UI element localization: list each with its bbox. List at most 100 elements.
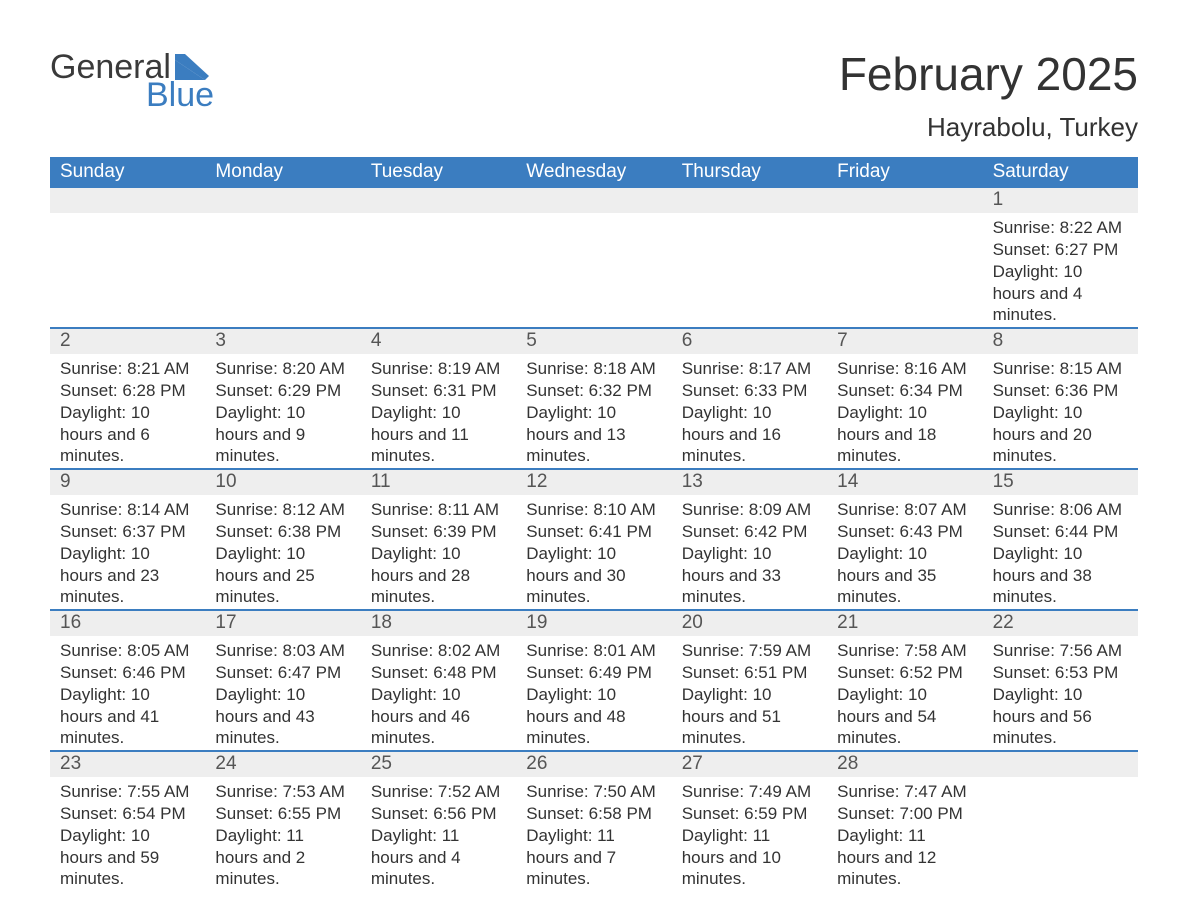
day-number: 11: [361, 470, 516, 495]
day-content: Sunrise: 8:20 AMSunset: 6:29 PMDaylight:…: [205, 354, 360, 468]
day-content: Sunrise: 8:16 AMSunset: 6:34 PMDaylight:…: [827, 354, 982, 468]
sunrise-text: Sunrise: 8:14 AM: [60, 499, 195, 521]
logo-text-blue: Blue: [146, 78, 214, 112]
day-content: Sunrise: 8:10 AMSunset: 6:41 PMDaylight:…: [516, 495, 671, 609]
day-content: Sunrise: 8:03 AMSunset: 6:47 PMDaylight:…: [205, 636, 360, 750]
daylight-text: Daylight: 10 hours and 16 minutes.: [682, 402, 817, 467]
sunrise-text: Sunrise: 7:58 AM: [837, 640, 972, 662]
day-number: [672, 188, 827, 213]
daylight-text: Daylight: 10 hours and 48 minutes.: [526, 684, 661, 749]
day-content: [50, 213, 205, 327]
day-content: Sunrise: 8:11 AMSunset: 6:39 PMDaylight:…: [361, 495, 516, 609]
day-number: 10: [205, 470, 360, 495]
sunset-text: Sunset: 6:42 PM: [682, 521, 817, 543]
daynum-row: 9101112131415: [50, 468, 1138, 495]
sunrise-text: Sunrise: 8:09 AM: [682, 499, 817, 521]
daylight-text: Daylight: 10 hours and 46 minutes.: [371, 684, 506, 749]
daylight-text: Daylight: 10 hours and 56 minutes.: [993, 684, 1128, 749]
day-number: 12: [516, 470, 671, 495]
day-number: 17: [205, 611, 360, 636]
sunrise-text: Sunrise: 8:11 AM: [371, 499, 506, 521]
sunset-text: Sunset: 6:28 PM: [60, 380, 195, 402]
daylight-text: Daylight: 10 hours and 6 minutes.: [60, 402, 195, 467]
sunset-text: Sunset: 6:56 PM: [371, 803, 506, 825]
day-content: Sunrise: 8:19 AMSunset: 6:31 PMDaylight:…: [361, 354, 516, 468]
daylight-text: Daylight: 10 hours and 28 minutes.: [371, 543, 506, 608]
day-number: 20: [672, 611, 827, 636]
day-content: [827, 213, 982, 327]
day-content: [983, 777, 1138, 891]
daylight-text: Daylight: 11 hours and 10 minutes.: [682, 825, 817, 890]
sunrise-text: Sunrise: 8:21 AM: [60, 358, 195, 380]
day-number: 6: [672, 329, 827, 354]
sunset-text: Sunset: 6:39 PM: [371, 521, 506, 543]
day-number: 8: [983, 329, 1138, 354]
sunrise-text: Sunrise: 8:22 AM: [993, 217, 1128, 239]
day-content: [516, 213, 671, 327]
daylight-text: Daylight: 10 hours and 4 minutes.: [993, 261, 1128, 326]
day-number: 9: [50, 470, 205, 495]
daylight-text: Daylight: 10 hours and 30 minutes.: [526, 543, 661, 608]
daylight-text: Daylight: 11 hours and 7 minutes.: [526, 825, 661, 890]
header: General Blue February 2025 Hayrabolu, Tu…: [50, 50, 1138, 143]
day-number: 21: [827, 611, 982, 636]
day-content: Sunrise: 8:15 AMSunset: 6:36 PMDaylight:…: [983, 354, 1138, 468]
daylight-text: Daylight: 10 hours and 23 minutes.: [60, 543, 195, 608]
day-number: 16: [50, 611, 205, 636]
sunrise-text: Sunrise: 7:55 AM: [60, 781, 195, 803]
dayname-mon: Monday: [205, 157, 360, 188]
daylight-text: Daylight: 10 hours and 41 minutes.: [60, 684, 195, 749]
sunrise-text: Sunrise: 7:53 AM: [215, 781, 350, 803]
day-number: [205, 188, 360, 213]
sunrise-text: Sunrise: 8:05 AM: [60, 640, 195, 662]
title-block: February 2025 Hayrabolu, Turkey: [839, 50, 1138, 143]
sunrise-text: Sunrise: 8:17 AM: [682, 358, 817, 380]
sunset-text: Sunset: 6:27 PM: [993, 239, 1128, 261]
daybody-row: Sunrise: 8:05 AMSunset: 6:46 PMDaylight:…: [50, 636, 1138, 750]
day-content: Sunrise: 8:07 AMSunset: 6:43 PMDaylight:…: [827, 495, 982, 609]
calendar-table: Sunday Monday Tuesday Wednesday Thursday…: [50, 157, 1138, 891]
daynum-row: 16171819202122: [50, 609, 1138, 636]
sunset-text: Sunset: 6:36 PM: [993, 380, 1128, 402]
day-number: 18: [361, 611, 516, 636]
daybody-row: Sunrise: 8:21 AMSunset: 6:28 PMDaylight:…: [50, 354, 1138, 468]
day-content: Sunrise: 7:52 AMSunset: 6:56 PMDaylight:…: [361, 777, 516, 891]
day-number: [361, 188, 516, 213]
day-content: Sunrise: 8:02 AMSunset: 6:48 PMDaylight:…: [361, 636, 516, 750]
day-number: 22: [983, 611, 1138, 636]
sunset-text: Sunset: 6:38 PM: [215, 521, 350, 543]
day-content: Sunrise: 7:53 AMSunset: 6:55 PMDaylight:…: [205, 777, 360, 891]
day-number: [50, 188, 205, 213]
day-number: [516, 188, 671, 213]
day-content: Sunrise: 7:58 AMSunset: 6:52 PMDaylight:…: [827, 636, 982, 750]
sunset-text: Sunset: 6:59 PM: [682, 803, 817, 825]
sunrise-text: Sunrise: 7:50 AM: [526, 781, 661, 803]
sunset-text: Sunset: 6:52 PM: [837, 662, 972, 684]
day-number: 4: [361, 329, 516, 354]
sunset-text: Sunset: 6:43 PM: [837, 521, 972, 543]
day-content: Sunrise: 7:50 AMSunset: 6:58 PMDaylight:…: [516, 777, 671, 891]
day-content: Sunrise: 8:14 AMSunset: 6:37 PMDaylight:…: [50, 495, 205, 609]
sunset-text: Sunset: 6:54 PM: [60, 803, 195, 825]
sunrise-text: Sunrise: 7:47 AM: [837, 781, 972, 803]
daylight-text: Daylight: 10 hours and 11 minutes.: [371, 402, 506, 467]
sunset-text: Sunset: 6:37 PM: [60, 521, 195, 543]
day-content: Sunrise: 8:22 AMSunset: 6:27 PMDaylight:…: [983, 213, 1138, 327]
day-content: Sunrise: 7:47 AMSunset: 7:00 PMDaylight:…: [827, 777, 982, 891]
daynum-row: 232425262728: [50, 750, 1138, 777]
daylight-text: Daylight: 11 hours and 12 minutes.: [837, 825, 972, 890]
sunrise-text: Sunrise: 8:12 AM: [215, 499, 350, 521]
day-number: 7: [827, 329, 982, 354]
sunrise-text: Sunrise: 8:19 AM: [371, 358, 506, 380]
sunset-text: Sunset: 6:55 PM: [215, 803, 350, 825]
sunset-text: Sunset: 6:33 PM: [682, 380, 817, 402]
dayname-thu: Thursday: [672, 157, 827, 188]
daylight-text: Daylight: 10 hours and 54 minutes.: [837, 684, 972, 749]
sunset-text: Sunset: 6:29 PM: [215, 380, 350, 402]
daylight-text: Daylight: 10 hours and 25 minutes.: [215, 543, 350, 608]
sunset-text: Sunset: 6:58 PM: [526, 803, 661, 825]
calendar-body: 1Sunrise: 8:22 AMSunset: 6:27 PMDaylight…: [50, 188, 1138, 891]
sunrise-text: Sunrise: 8:20 AM: [215, 358, 350, 380]
day-number: 13: [672, 470, 827, 495]
sunset-text: Sunset: 6:34 PM: [837, 380, 972, 402]
